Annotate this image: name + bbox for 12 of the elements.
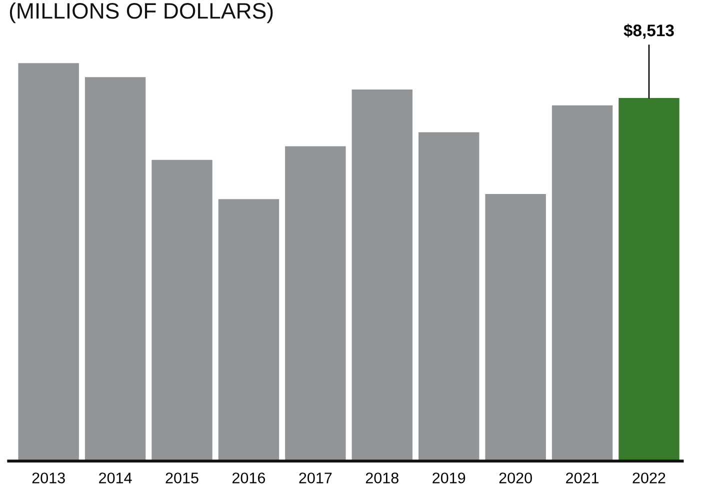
- chart-title: (MILLIONS OF DOLLARS): [10, 2, 273, 24]
- x-tick-label: 2015: [166, 472, 198, 484]
- x-tick-label: 2016: [232, 472, 266, 484]
- x-tick-label: 2021: [566, 472, 599, 484]
- x-tick-label: 2018: [366, 472, 398, 484]
- x-tick-label: 2022: [632, 472, 666, 484]
- x-tick-label: 2014: [99, 472, 132, 484]
- x-tick-label: 2017: [299, 472, 332, 484]
- x-tick-label: 2013: [32, 472, 65, 484]
- data-label: $8,513: [624, 24, 674, 39]
- x-tick-label: 2019: [432, 472, 466, 484]
- x-tick-label: 2020: [499, 472, 532, 484]
